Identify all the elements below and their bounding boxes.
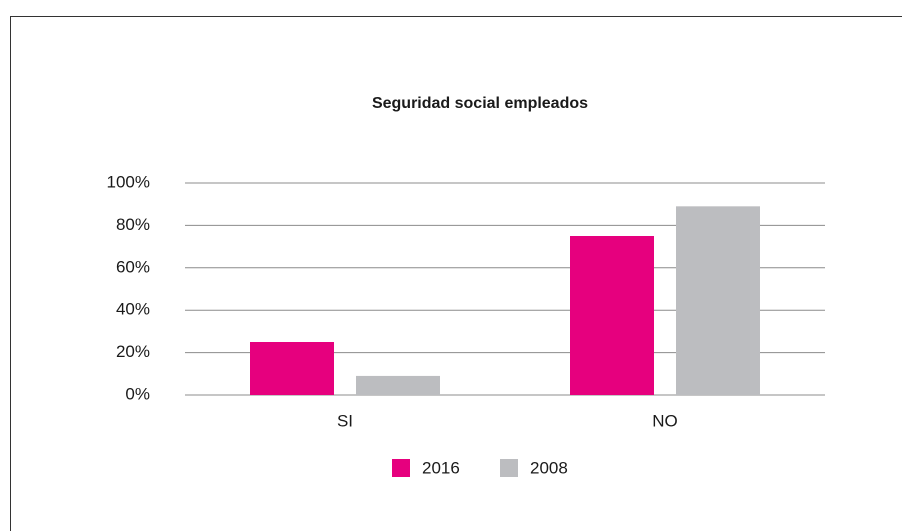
legend-label: 2016 bbox=[422, 458, 460, 477]
x-tick-label: NO bbox=[652, 411, 678, 430]
chart-title: Seguridad social empleados bbox=[372, 95, 588, 112]
y-tick-label: 60% bbox=[116, 257, 150, 276]
bar bbox=[356, 375, 440, 395]
legend-label: 2008 bbox=[530, 458, 568, 477]
bar bbox=[250, 342, 334, 395]
y-tick-label: 100% bbox=[107, 172, 150, 191]
y-tick-label: 40% bbox=[116, 300, 150, 319]
legend-swatch bbox=[392, 459, 410, 477]
x-tick-label: SI bbox=[337, 411, 353, 430]
bar bbox=[676, 206, 760, 395]
legend-swatch bbox=[500, 459, 518, 477]
y-tick-label: 0% bbox=[125, 384, 150, 403]
y-tick-label: 20% bbox=[116, 342, 150, 361]
bar bbox=[570, 236, 654, 395]
frame bbox=[10, 16, 902, 531]
y-tick-label: 80% bbox=[116, 215, 150, 234]
